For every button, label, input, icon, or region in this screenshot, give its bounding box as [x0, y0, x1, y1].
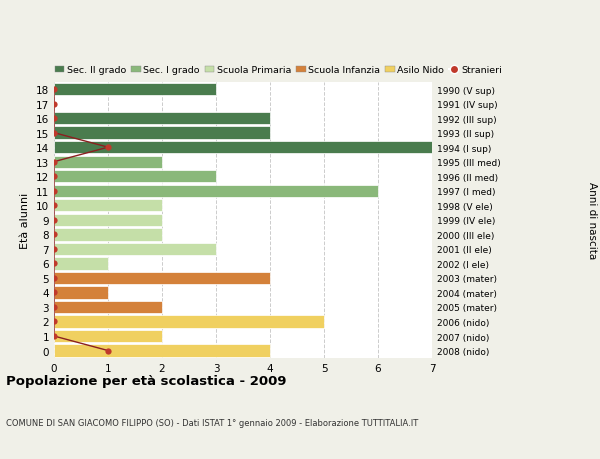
Bar [54, 330, 162, 342]
Bar [54, 257, 108, 270]
Bar [54, 185, 378, 197]
Bar [54, 200, 162, 212]
Bar [54, 127, 270, 140]
Bar [54, 156, 162, 168]
Bar [54, 243, 216, 256]
Bar [54, 272, 270, 285]
Bar [54, 142, 432, 154]
Bar [54, 345, 270, 357]
Bar [54, 286, 108, 299]
Bar [54, 113, 270, 125]
Bar [54, 84, 216, 96]
Bar [54, 316, 324, 328]
Y-axis label: Età alunni: Età alunni [20, 192, 31, 248]
Text: Anni di nascita: Anni di nascita [587, 182, 597, 259]
Bar [54, 171, 216, 183]
Legend: Sec. II grado, Sec. I grado, Scuola Primaria, Scuola Infanzia, Asilo Nido, Stran: Sec. II grado, Sec. I grado, Scuola Prim… [55, 66, 502, 75]
Text: Popolazione per età scolastica - 2009: Popolazione per età scolastica - 2009 [6, 374, 287, 387]
Text: COMUNE DI SAN GIACOMO FILIPPO (SO) - Dati ISTAT 1° gennaio 2009 - Elaborazione T: COMUNE DI SAN GIACOMO FILIPPO (SO) - Dat… [6, 418, 418, 427]
Bar [54, 301, 162, 313]
Bar [54, 229, 162, 241]
Bar [54, 214, 162, 226]
